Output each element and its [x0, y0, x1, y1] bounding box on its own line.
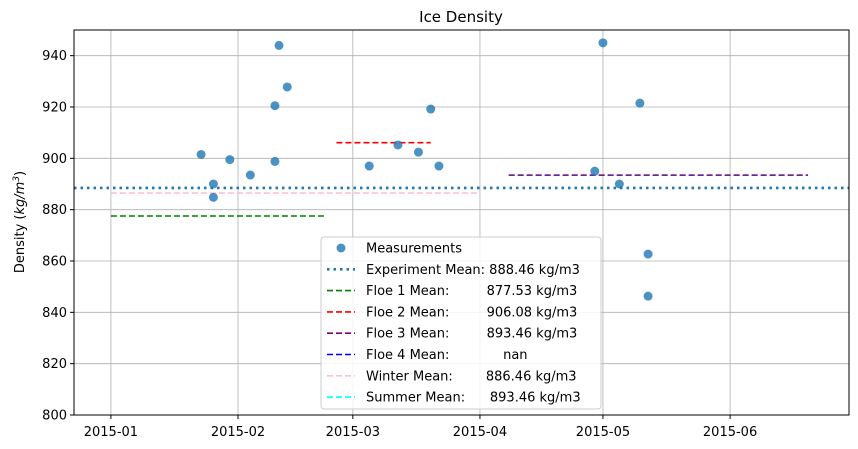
- measurement-point: [635, 98, 645, 108]
- x-tick-label: 2015-01: [84, 425, 138, 440]
- x-tick-label: 2015-06: [703, 425, 757, 440]
- y-tick-label: 840: [42, 306, 67, 321]
- measurement-point: [196, 149, 206, 159]
- measurement-point: [590, 166, 600, 176]
- y-tick-label: 860: [42, 255, 67, 270]
- measurement-point: [282, 82, 292, 92]
- measurement-point: [208, 192, 218, 202]
- y-tick-label: 820: [42, 357, 67, 372]
- measurement-point: [274, 40, 284, 50]
- measurement-point: [270, 101, 280, 111]
- measurement-point: [393, 140, 403, 150]
- legend-label-summer: Summer Mean: 893.46 kg/m3: [366, 391, 581, 406]
- legend-marker-measurements: [336, 243, 346, 253]
- measurement-point: [614, 179, 624, 189]
- x-tick-label: 2015-04: [453, 425, 507, 440]
- y-axis-label-prefix: Density (: [13, 215, 28, 274]
- measurement-point: [364, 161, 374, 171]
- measurement-point: [208, 179, 218, 189]
- measurement-point: [413, 147, 423, 157]
- legend-label-floe3: Floe 3 Mean: 893.46 kg/m3: [366, 327, 577, 342]
- measurement-point: [426, 104, 436, 114]
- legend-label-floe1: Floe 1 Mean: 877.53 kg/m3: [366, 284, 577, 299]
- y-tick-label: 900: [42, 152, 67, 167]
- legend-label-floe2: Floe 2 Mean: 906.08 kg/m3: [366, 305, 577, 320]
- y-tick-label: 880: [42, 203, 67, 218]
- y-axis-label: Density (kg/m3): [12, 171, 28, 273]
- legend: Measurements Experiment Mean: 888.46 kg/m…: [320, 236, 602, 410]
- measurement-point: [245, 170, 255, 180]
- measurement-point: [270, 156, 280, 166]
- legend-label-winter: Winter Mean: 886.46 kg/m3: [366, 369, 577, 384]
- y-axis: 800 820 840 860 880 900 920 940: [42, 49, 74, 424]
- measurement-point: [643, 249, 653, 259]
- measurement-point: [434, 161, 444, 171]
- measurement-points-layer: [196, 38, 653, 301]
- y-axis-label-suffix: ): [13, 171, 28, 176]
- mean-lines-layer: [74, 141, 849, 217]
- x-axis: 2015-01 2015-02 2015-03 2015-04 2015-05 2015-…: [84, 415, 757, 440]
- legend-box: [320, 236, 602, 410]
- legend-label-measurements: Measurements: [366, 242, 462, 257]
- y-tick-label: 940: [42, 49, 67, 64]
- x-tick-label: 2015-05: [576, 425, 630, 440]
- y-tick-label: 800: [42, 409, 67, 424]
- plot-frame: [73, 29, 850, 416]
- measurement-point: [225, 155, 235, 165]
- y-axis-label-exponent: 3: [12, 176, 22, 182]
- x-tick-label: 2015-02: [211, 425, 265, 440]
- chart-title: Ice Density: [419, 8, 503, 26]
- legend-label-floe4: Floe 4 Mean: nan: [366, 348, 528, 363]
- y-axis-label-unit: kg/m: [13, 182, 28, 215]
- measurement-point: [643, 291, 653, 301]
- x-tick-label: 2015-03: [326, 425, 380, 440]
- legend-label-experiment: Experiment Mean: 888.46 kg/m3: [366, 263, 580, 278]
- measurement-point: [598, 38, 608, 48]
- y-tick-label: 920: [42, 101, 67, 116]
